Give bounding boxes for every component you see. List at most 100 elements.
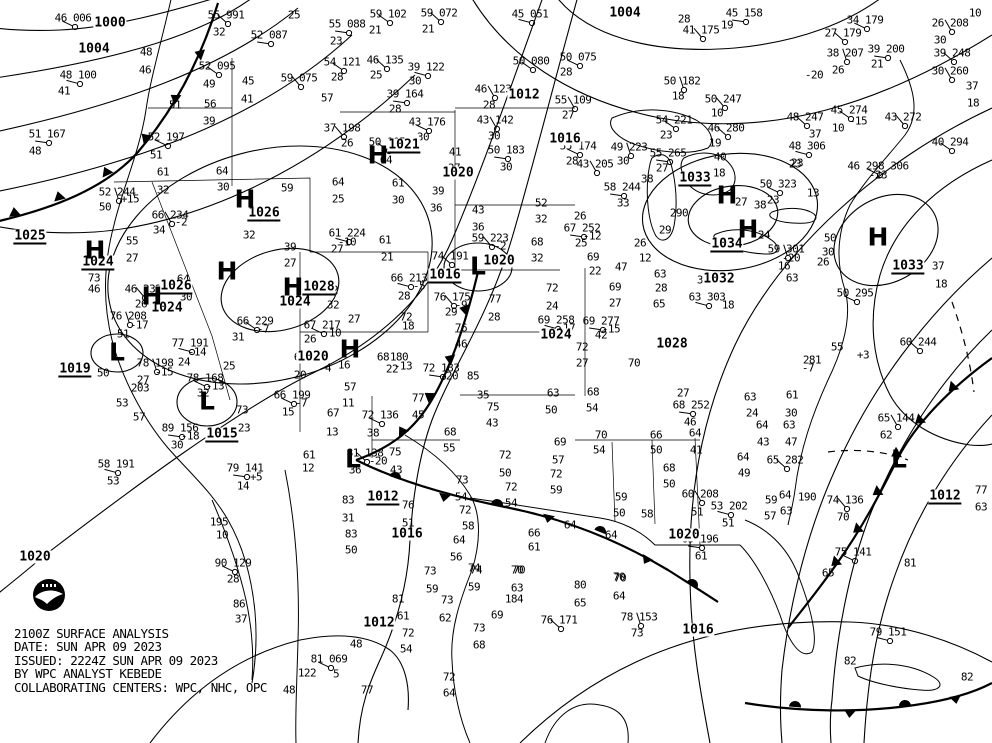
station-circle bbox=[45, 139, 53, 147]
station-label: 21 bbox=[368, 23, 382, 37]
station-label: 52 087 bbox=[250, 28, 288, 42]
station-label: 64 bbox=[755, 418, 769, 432]
station-label: 58 244 bbox=[603, 180, 641, 194]
station-label: 52 bbox=[534, 196, 548, 210]
station-label: -17 bbox=[129, 318, 149, 332]
title-line: COLLABORATING CENTERS: WPC, NHC, OPC bbox=[14, 679, 267, 695]
isobar-label: 1012 bbox=[362, 615, 396, 631]
wind-barb bbox=[356, 452, 366, 461]
high-pressure-center: H bbox=[84, 235, 106, 265]
station-label: 69 277 bbox=[582, 314, 620, 328]
station-label: -12 bbox=[582, 229, 602, 243]
station-label: 72 bbox=[549, 467, 563, 481]
station-circle bbox=[843, 505, 851, 513]
high-pressure-center: H bbox=[141, 281, 163, 311]
station-circle bbox=[948, 147, 956, 155]
station-label: 69 bbox=[490, 608, 504, 622]
station-label: 61 bbox=[391, 176, 405, 190]
station-label: 70 bbox=[836, 510, 850, 524]
station-label: 54 bbox=[454, 490, 468, 504]
station-label: 46 bbox=[138, 63, 152, 77]
station-label: 27 bbox=[347, 312, 361, 326]
station-label: 77 bbox=[411, 391, 425, 405]
station-label: 85 bbox=[466, 369, 480, 383]
station-label: +15 bbox=[120, 192, 140, 206]
station-label: 72 183 bbox=[422, 361, 460, 375]
station-label: 82 bbox=[843, 654, 857, 668]
station-label: 23 bbox=[237, 421, 251, 435]
station-label: 56 bbox=[203, 97, 217, 111]
station-label: 57 bbox=[132, 410, 146, 424]
station-label: -20 bbox=[804, 68, 824, 82]
station-label: 76 175 bbox=[433, 290, 471, 304]
station-label: 41 bbox=[448, 145, 462, 159]
station-label: 50 080 bbox=[512, 54, 550, 68]
station-label: 48 bbox=[139, 45, 153, 59]
station-label: 57 bbox=[763, 509, 777, 523]
wind-barb bbox=[837, 497, 846, 508]
station-label: 43 bbox=[389, 463, 403, 477]
station-label: 18 bbox=[712, 166, 726, 180]
station-label: 77 191 bbox=[171, 336, 209, 350]
station-label: 72 bbox=[401, 626, 415, 640]
station-label: 45 bbox=[411, 408, 425, 422]
station-label: 49 bbox=[737, 466, 751, 480]
station-label: 69 258 bbox=[537, 313, 575, 327]
station-label: 33 bbox=[616, 196, 630, 210]
station-label: 39 bbox=[431, 184, 445, 198]
station-circle bbox=[76, 80, 84, 88]
station-label: 10 bbox=[215, 528, 229, 542]
station-label: 55 bbox=[125, 234, 139, 248]
station-label: 30 bbox=[216, 180, 230, 194]
high-pressure-center: H bbox=[234, 184, 256, 214]
station-label: 51 bbox=[168, 98, 182, 112]
station-label: 65 bbox=[652, 297, 666, 311]
station-circle bbox=[320, 330, 328, 338]
station-circle bbox=[847, 115, 855, 123]
station-label: 81 bbox=[903, 556, 917, 570]
station-label: 11 bbox=[341, 396, 355, 410]
station-label: 66 213 bbox=[390, 271, 428, 285]
wind-barb bbox=[62, 20, 73, 27]
station-label: 76 171 bbox=[540, 613, 578, 627]
station-label: 73 bbox=[423, 564, 437, 578]
isobar-label: 1012 bbox=[928, 488, 962, 505]
station-label: 27 bbox=[283, 256, 297, 270]
title-line: DATE: SUN APR 09 2023 bbox=[14, 639, 162, 655]
atlantic-coastline bbox=[787, 59, 915, 526]
wind-barb bbox=[874, 55, 886, 59]
station-label: 74 bbox=[469, 563, 483, 577]
station-label: 31 bbox=[231, 330, 245, 344]
station-label: 27 bbox=[136, 373, 150, 387]
wind-barb bbox=[626, 142, 631, 154]
wind-barb bbox=[943, 52, 953, 61]
isobar-label: 1004 bbox=[77, 41, 111, 57]
wind-barb bbox=[414, 71, 426, 76]
wind-barb bbox=[776, 459, 786, 468]
pacific-coastline bbox=[104, 0, 257, 684]
isobar-label: 1020 bbox=[441, 165, 475, 181]
station-circle bbox=[114, 469, 122, 477]
station-circle bbox=[776, 189, 784, 197]
station-label: 42 bbox=[594, 328, 608, 342]
station-label: 40 294 bbox=[931, 135, 969, 149]
station-circle bbox=[950, 58, 958, 66]
station-label: 45 051 bbox=[511, 7, 549, 21]
station-circle bbox=[853, 298, 861, 306]
station-circle bbox=[290, 400, 298, 408]
trough-lines bbox=[827, 301, 975, 461]
station-circle bbox=[727, 511, 735, 519]
station-label: 64 bbox=[612, 589, 626, 603]
wind-barb bbox=[867, 168, 878, 175]
wind-barb bbox=[693, 27, 702, 38]
station-label: 27 bbox=[655, 161, 669, 175]
station-label: 90 129 bbox=[214, 556, 252, 570]
station-circle bbox=[378, 420, 386, 428]
station-label: 73 bbox=[630, 626, 644, 640]
station-circle bbox=[876, 171, 884, 179]
station-label: 5 bbox=[332, 667, 340, 681]
station-label: 203 bbox=[130, 381, 150, 395]
station-label: 28 bbox=[388, 102, 402, 116]
station-label: 59 bbox=[614, 490, 628, 504]
wind-barb bbox=[544, 324, 556, 329]
